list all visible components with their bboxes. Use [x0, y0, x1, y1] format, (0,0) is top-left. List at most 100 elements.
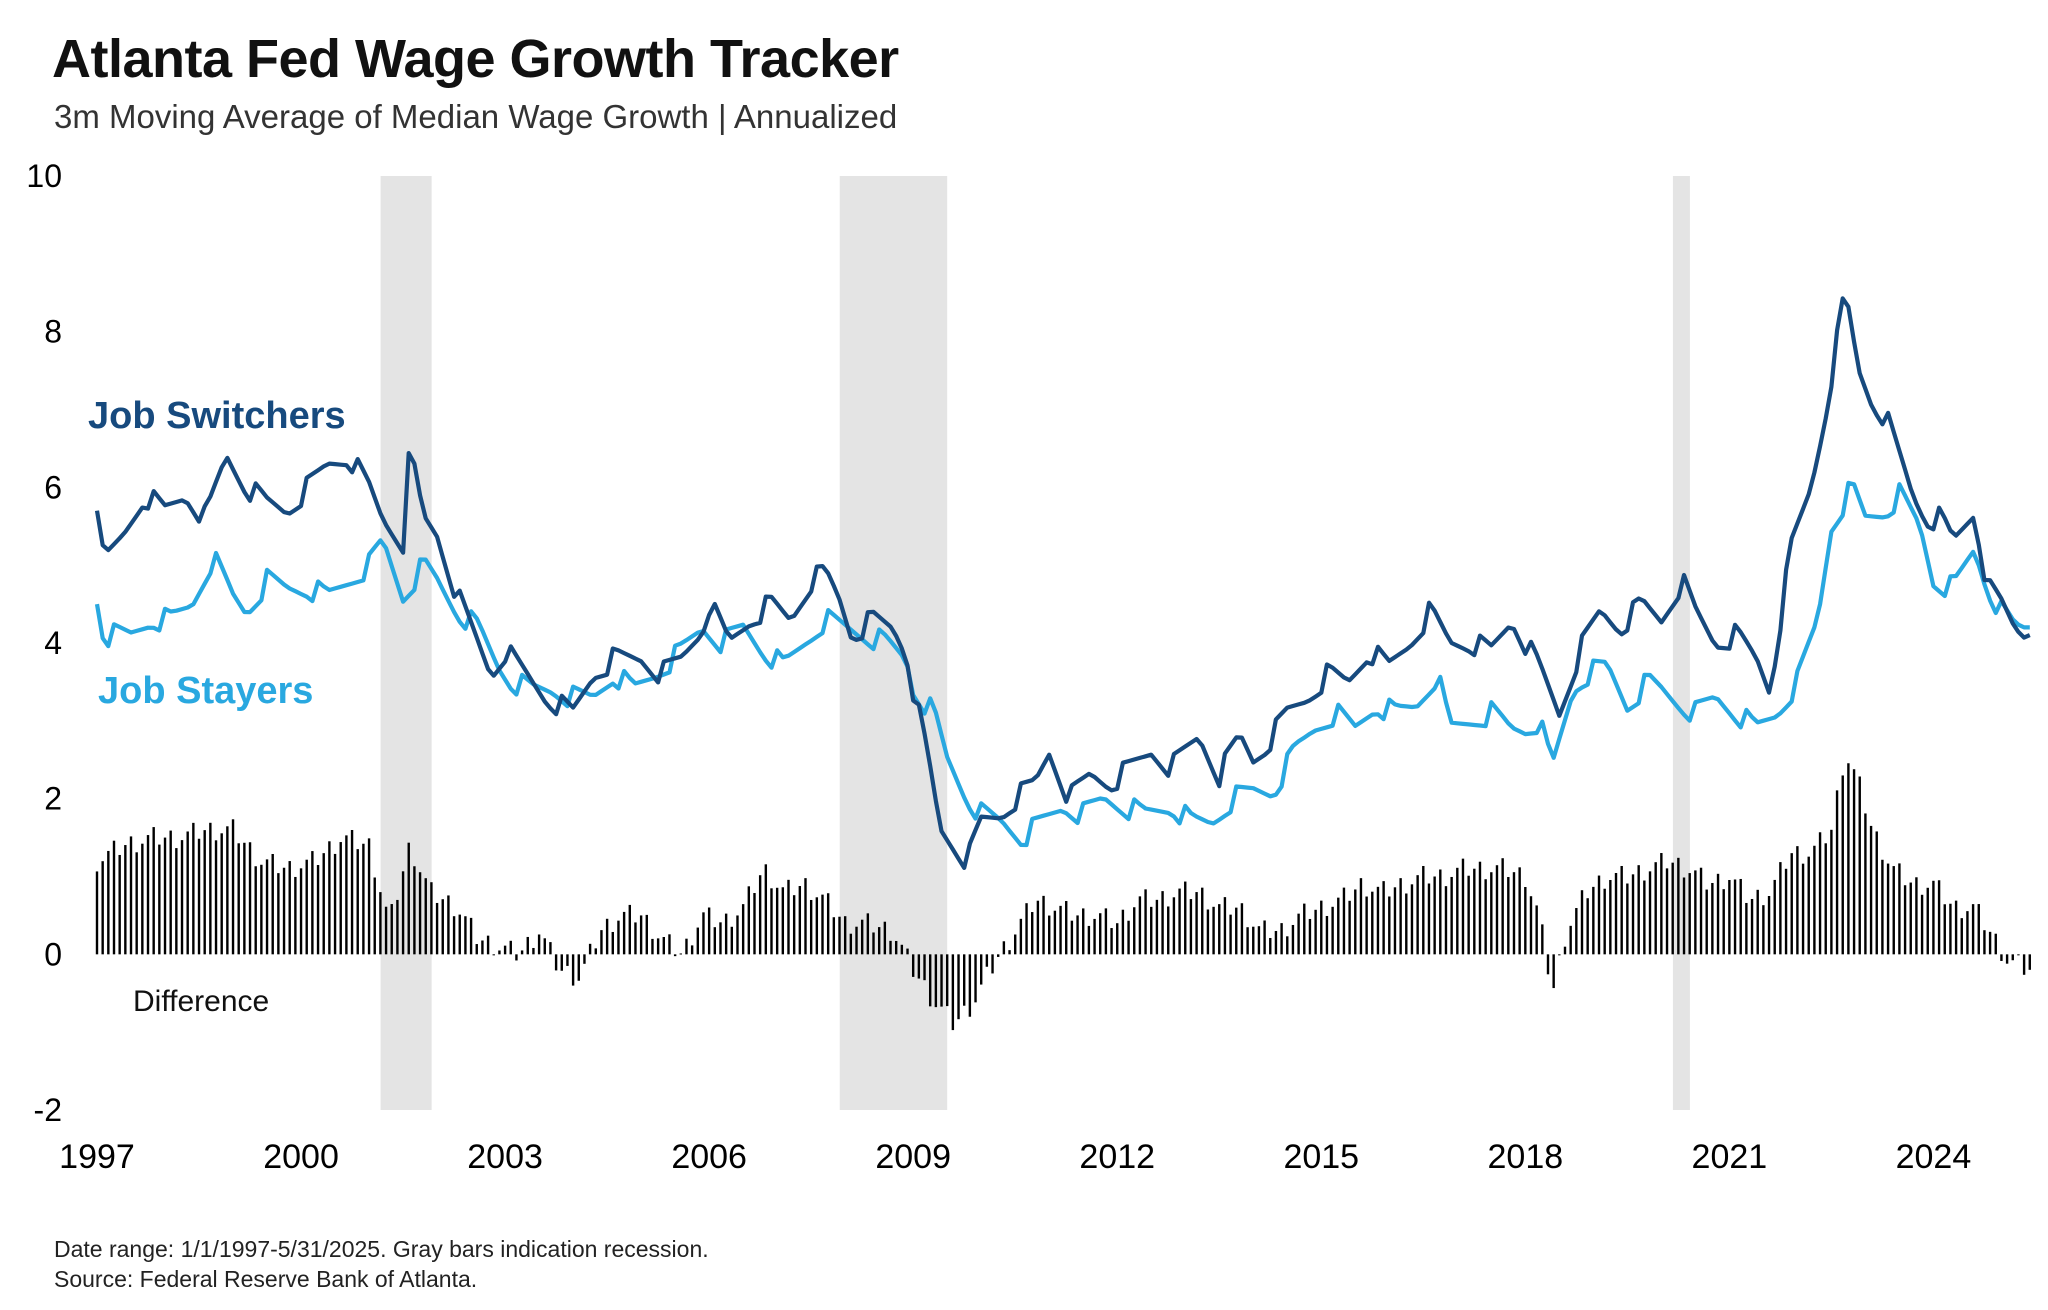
difference-bar: [492, 954, 495, 956]
y-tick-label: 10: [26, 158, 62, 194]
difference-bar: [934, 954, 938, 1008]
difference-bar: [175, 848, 178, 955]
difference-bar: [1597, 875, 1601, 955]
difference-bar: [1331, 906, 1334, 955]
difference-bar: [1558, 954, 1561, 956]
x-tick-label: 1997: [59, 1138, 135, 1176]
difference-bar: [804, 878, 807, 955]
footnote-source: Source: Federal Reserve Bank of Atlanta.: [54, 1266, 478, 1292]
difference-bar: [849, 933, 853, 955]
difference-bar: [645, 914, 648, 955]
difference-bar: [1473, 868, 1476, 955]
difference-bar: [186, 831, 189, 955]
x-tick-label: 2018: [1488, 1138, 1564, 1176]
difference-bar: [668, 934, 671, 955]
difference-bar: [1960, 918, 1963, 955]
difference-bar: [1773, 879, 1776, 955]
difference-bar: [345, 835, 348, 955]
y-tick-label: 8: [44, 314, 62, 350]
difference-bar: [985, 954, 989, 967]
difference-bar: [719, 922, 722, 955]
difference-bar: [747, 886, 751, 955]
difference-bar: [1881, 859, 1884, 955]
difference-bar: [192, 822, 195, 955]
difference-bar: [356, 849, 359, 955]
difference-bar: [1427, 883, 1431, 955]
difference-bar: [1750, 898, 1754, 955]
difference-bar: [957, 954, 960, 1020]
difference-bar: [1495, 865, 1499, 955]
difference-bar: [1665, 868, 1669, 955]
difference-bar: [1569, 925, 1572, 955]
difference-bar: [1223, 897, 1227, 955]
difference-bar: [1172, 897, 1176, 955]
difference-bar: [577, 954, 580, 981]
difference-bar: [923, 954, 926, 981]
difference-bar: [1025, 903, 1028, 955]
difference-bar: [679, 953, 682, 955]
difference-bar: [1042, 895, 1045, 955]
difference-bar: [1184, 881, 1187, 955]
x-tick-label: 2024: [1896, 1138, 1972, 1176]
difference-bar: [1354, 889, 1357, 955]
difference-bar: [1626, 883, 1629, 955]
difference-bar: [1076, 915, 1079, 955]
difference-bar: [1314, 909, 1317, 955]
difference-bar: [656, 938, 660, 955]
difference-bar: [1620, 865, 1623, 955]
difference-bar: [1467, 875, 1470, 955]
difference-bar: [843, 916, 847, 955]
chart-title: Atlanta Fed Wage Growth Tracker: [52, 29, 899, 89]
difference-bar: [1886, 863, 1890, 955]
difference-bar: [838, 916, 841, 955]
difference-bar: [1082, 908, 1085, 955]
difference-bar: [1178, 888, 1181, 955]
difference-bar: [1949, 903, 1952, 955]
difference-bar: [855, 926, 858, 955]
difference-bar: [1779, 862, 1782, 955]
difference-bar: [917, 954, 921, 979]
difference-bar: [826, 893, 830, 955]
difference-bar: [1138, 896, 1142, 955]
difference-bar: [288, 861, 291, 955]
difference-bar: [1365, 896, 1368, 955]
difference-bar: [1484, 879, 1487, 955]
difference-bar: [1410, 884, 1414, 955]
difference-bar: [543, 938, 546, 955]
difference-bar: [622, 911, 626, 955]
difference-bar: [639, 915, 643, 955]
difference-bar: [107, 850, 110, 955]
difference-bar: [486, 935, 490, 955]
difference-bar: [311, 851, 314, 955]
difference-bar: [197, 838, 201, 955]
difference-bar: [350, 829, 354, 955]
difference-bar: [1110, 928, 1113, 955]
difference-bar: [1286, 936, 1289, 955]
difference-bar: [509, 940, 512, 955]
difference-bar: [1048, 915, 1051, 955]
difference-bar: [1943, 904, 1946, 955]
y-tick-label: 2: [44, 781, 62, 817]
difference-bar: [498, 950, 501, 955]
difference-bar: [158, 844, 161, 955]
difference-bar: [815, 897, 819, 955]
difference-bar: [1688, 873, 1691, 955]
difference-bar: [832, 917, 836, 955]
difference-bar: [1070, 920, 1074, 955]
difference-bar: [1325, 915, 1329, 955]
difference-bar: [1699, 867, 1703, 955]
difference-bar: [1359, 878, 1363, 955]
difference-bar: [214, 840, 218, 955]
difference-bar: [135, 852, 138, 955]
difference-bar: [1218, 904, 1221, 955]
difference-bar: [515, 954, 518, 961]
difference-bar: [475, 944, 478, 955]
difference-bar: [1297, 913, 1300, 955]
difference-bar: [118, 854, 121, 955]
difference-bar: [537, 934, 541, 955]
difference-bar: [2022, 954, 2026, 975]
difference-bar: [1501, 858, 1504, 955]
difference-bar: [1932, 880, 1935, 955]
difference-bar: [424, 878, 427, 955]
difference-bar: [1456, 867, 1459, 955]
